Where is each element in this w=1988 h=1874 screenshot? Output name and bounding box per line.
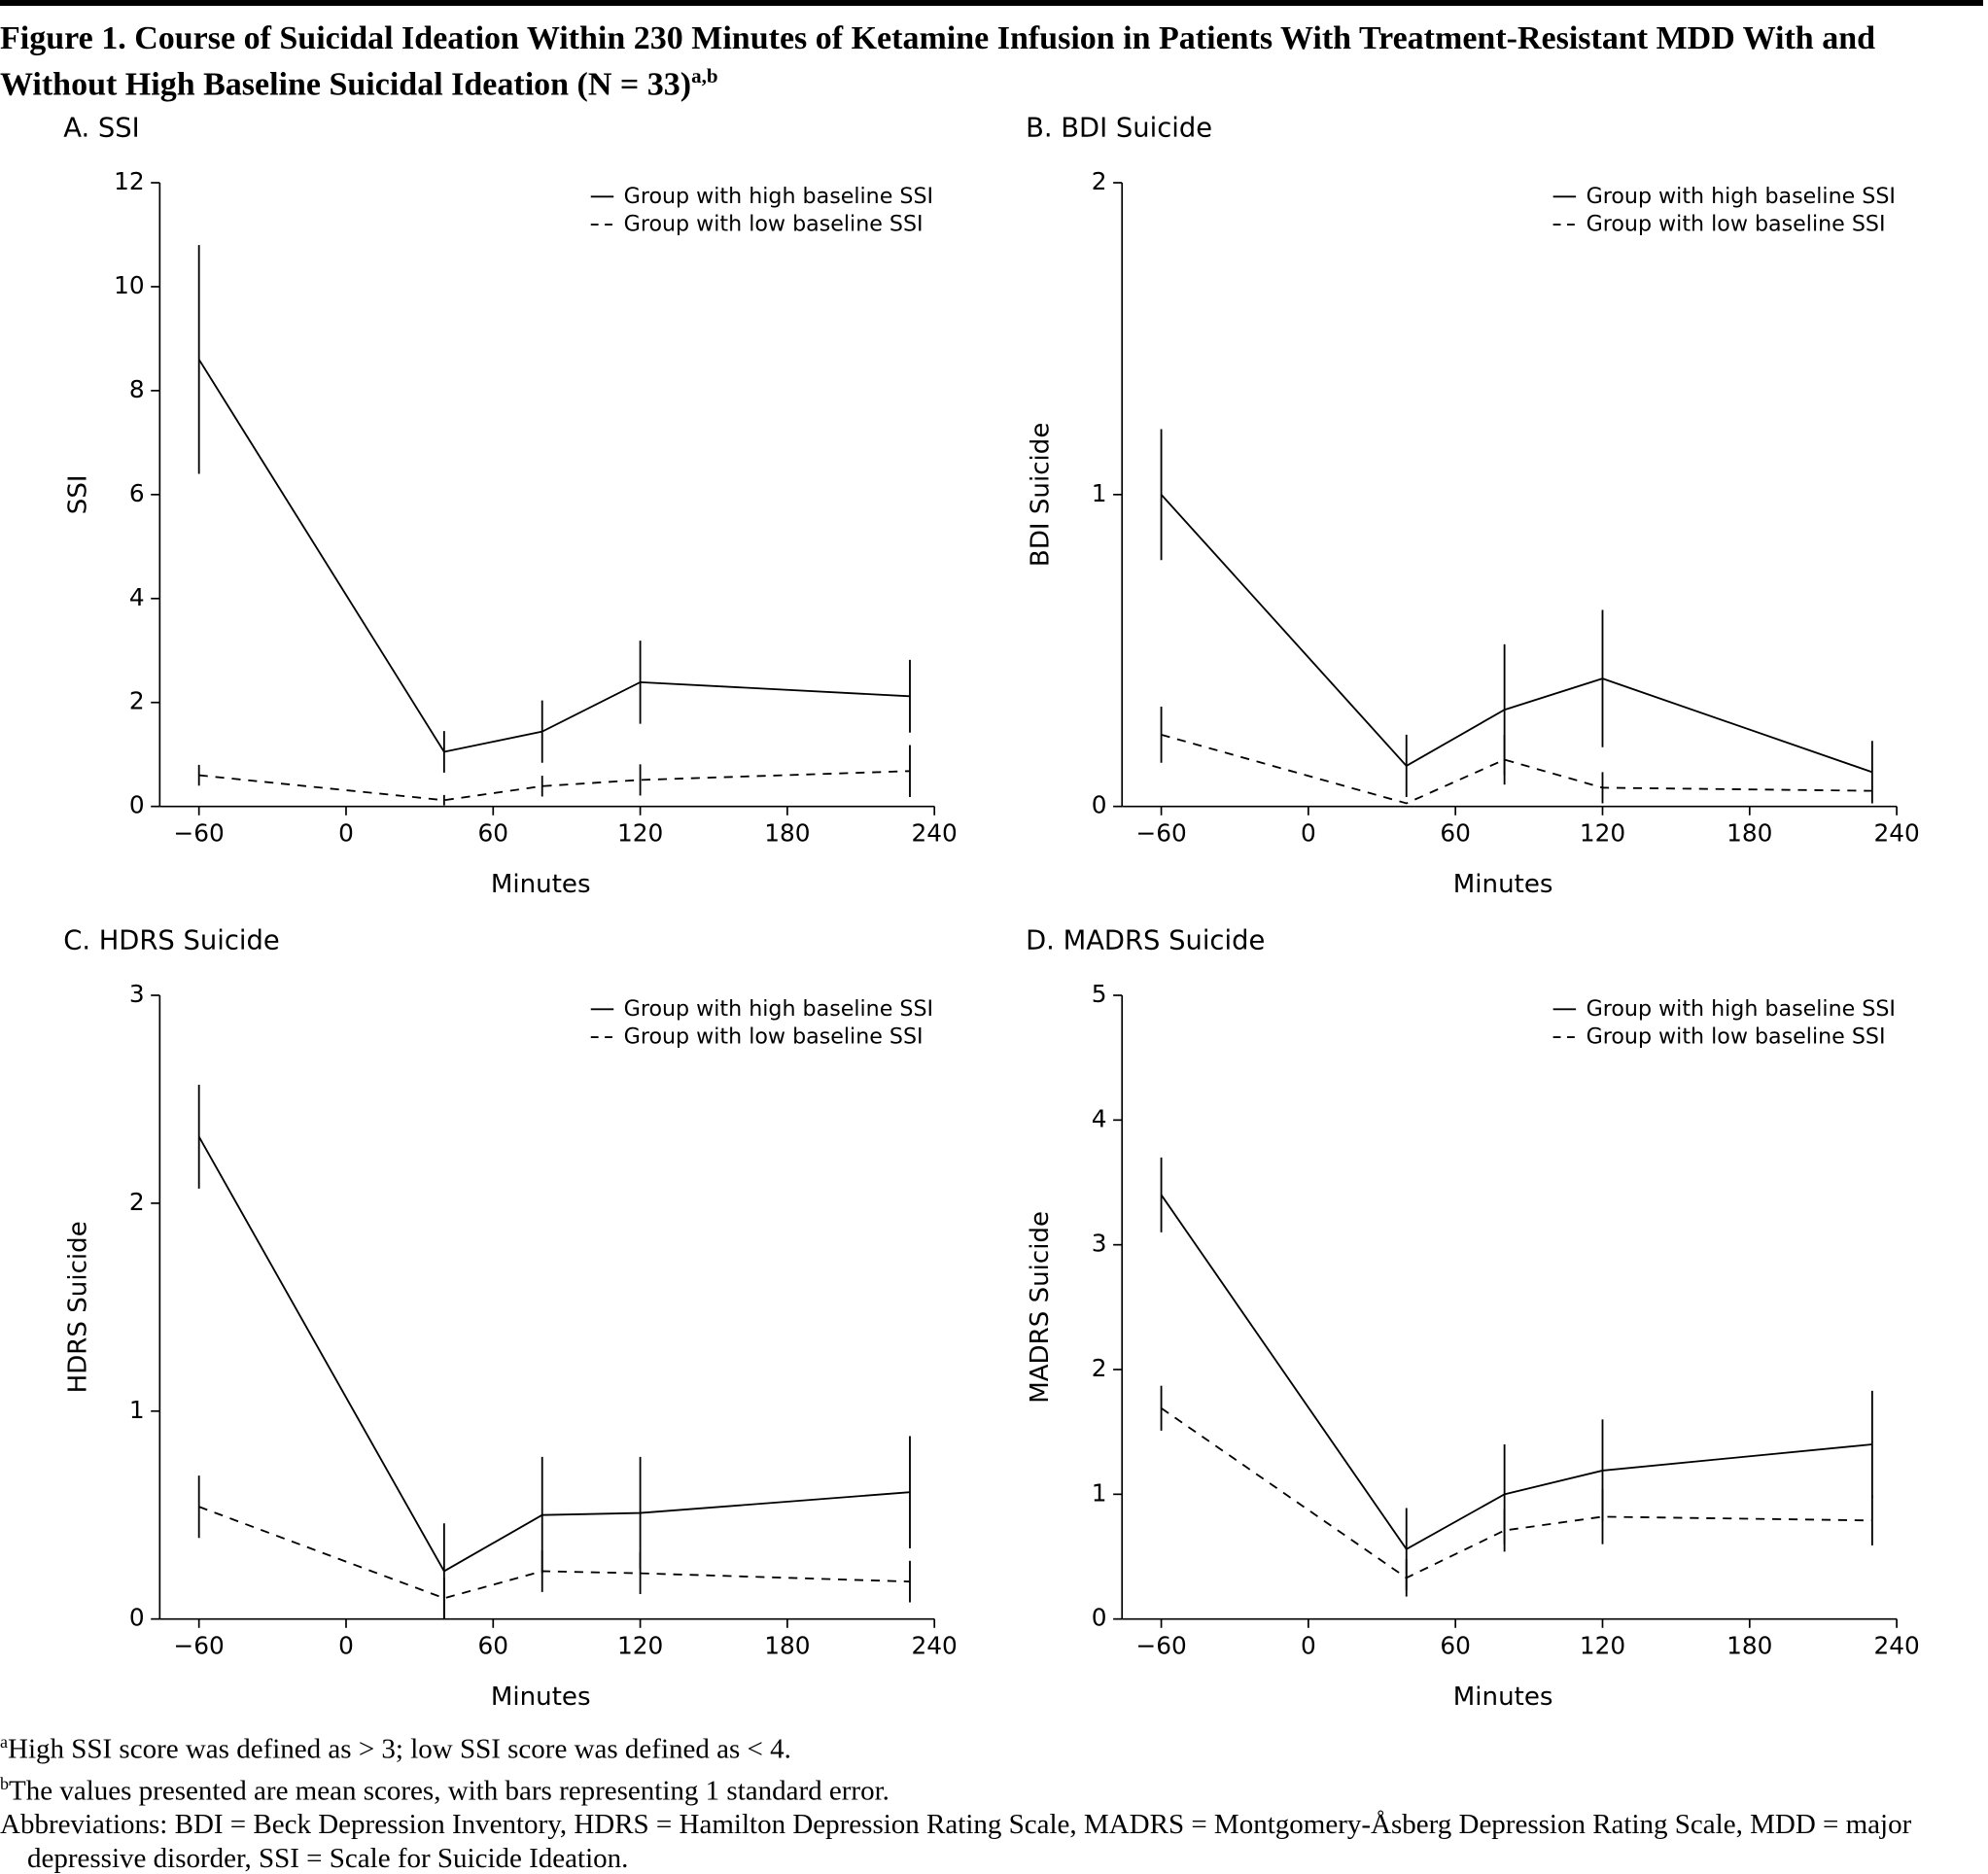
x-tick-label: −60: [174, 818, 225, 847]
footnote: aHigh SSI score was defined as > 3; low …: [0, 1725, 1983, 1767]
panel-title: C. HDRS Suicide: [63, 926, 279, 956]
x-tick-label: 0: [1301, 1631, 1316, 1659]
x-tick-label: 240: [912, 818, 958, 847]
figure-title: Figure 1. Course of Suicidal Ideation Wi…: [0, 0, 1983, 103]
y-tick-label: 0: [1092, 1604, 1107, 1632]
panel-title: D. MADRS Suicide: [1026, 926, 1265, 956]
y-tick-label: 2: [1092, 167, 1107, 195]
abbreviations: Abbreviations: BDI = Beck Depression Inv…: [0, 1809, 1912, 1874]
legend-label: Group with low baseline SSI: [624, 212, 924, 237]
y-tick-label: 5: [1092, 980, 1107, 1008]
x-axis-label: Minutes: [491, 870, 591, 899]
y-tick-label: 1: [1092, 479, 1107, 507]
x-tick-label: 180: [764, 818, 810, 847]
footnote: bThe values presented are mean scores, w…: [0, 1767, 1983, 1809]
x-tick-label: 240: [912, 1631, 958, 1659]
x-tick-label: 0: [1301, 818, 1316, 847]
x-tick-label: 60: [1440, 1631, 1471, 1659]
legend-label: Group with low baseline SSI: [1587, 212, 1886, 237]
x-tick-label: 60: [1440, 818, 1471, 847]
y-tick-label: 3: [1092, 1230, 1107, 1258]
y-tick-label: 1: [129, 1396, 145, 1424]
y-tick-label: 0: [129, 1604, 145, 1632]
series-line: [197, 1135, 911, 1573]
x-tick-label: 120: [1580, 818, 1625, 847]
series-line: [1161, 1407, 1872, 1579]
y-tick-label: 8: [129, 375, 145, 403]
x-tick-label: 0: [338, 1631, 354, 1659]
y-tick-label: 1: [1092, 1478, 1107, 1507]
y-axis-label: BDI Suicide: [1026, 423, 1055, 567]
y-tick-label: 12: [114, 167, 145, 195]
title-superscript: a,b: [691, 64, 718, 87]
legend-label: Group with low baseline SSI: [624, 1024, 924, 1050]
series-line: [198, 770, 911, 802]
footnotes: aHigh SSI score was defined as > 3; low …: [0, 1725, 1983, 1874]
legend-label: Group with high baseline SSI: [624, 184, 933, 209]
y-tick-label: 2: [129, 687, 145, 715]
series-line: [198, 1506, 911, 1600]
series-line: [1161, 733, 1872, 805]
x-axis-label: Minutes: [1453, 1683, 1553, 1712]
legend-label: Group with low baseline SSI: [1587, 1024, 1886, 1050]
footnote-mark: b: [0, 1773, 9, 1793]
y-tick-label: 2: [129, 1188, 145, 1216]
series-line: [1160, 1194, 1872, 1551]
y-axis-label: MADRS Suicide: [1026, 1211, 1055, 1404]
x-axis-label: Minutes: [1453, 870, 1553, 899]
series-line: [197, 359, 911, 753]
x-tick-label: 180: [1726, 818, 1772, 847]
y-tick-label: 10: [114, 271, 145, 299]
title-text: Figure 1. Course of Suicidal Ideation Wi…: [0, 20, 1876, 103]
x-tick-label: 240: [1873, 818, 1919, 847]
panel-title: A. SSI: [63, 114, 139, 144]
x-tick-label: 120: [1580, 1631, 1625, 1659]
legend-label: Group with high baseline SSI: [624, 996, 933, 1022]
y-tick-label: 6: [129, 479, 145, 507]
y-tick-label: 4: [1092, 1104, 1107, 1132]
x-tick-label: 240: [1873, 1631, 1919, 1659]
x-tick-label: 180: [1726, 1631, 1772, 1659]
x-tick-label: 120: [617, 818, 663, 847]
legend-label: Group with high baseline SSI: [1587, 996, 1896, 1022]
y-tick-label: 3: [129, 980, 145, 1008]
x-tick-label: −60: [1135, 1631, 1186, 1659]
panel-title: B. BDI Suicide: [1026, 114, 1212, 144]
x-tick-label: 0: [338, 818, 354, 847]
y-tick-label: 0: [129, 791, 145, 819]
footnote-text: High SSI score was defined as > 3; low S…: [8, 1733, 791, 1765]
x-tick-label: 180: [764, 1631, 810, 1659]
y-tick-label: 4: [129, 583, 145, 611]
y-tick-label: 0: [1092, 791, 1107, 819]
x-tick-label: −60: [1135, 818, 1186, 847]
legend-label: Group with high baseline SSI: [1587, 184, 1896, 209]
footnote-mark: a: [0, 1732, 8, 1752]
x-tick-label: −60: [174, 1631, 225, 1659]
y-axis-label: HDRS Suicide: [63, 1221, 92, 1393]
y-tick-label: 2: [1092, 1354, 1107, 1382]
x-axis-label: Minutes: [491, 1683, 591, 1712]
x-tick-label: 60: [478, 818, 509, 847]
x-tick-label: 120: [617, 1631, 663, 1659]
footnote-text: The values presented are mean scores, wi…: [9, 1775, 889, 1807]
series-line: [1160, 494, 1873, 774]
y-axis-label: SSI: [63, 474, 92, 514]
x-tick-label: 60: [478, 1631, 509, 1659]
